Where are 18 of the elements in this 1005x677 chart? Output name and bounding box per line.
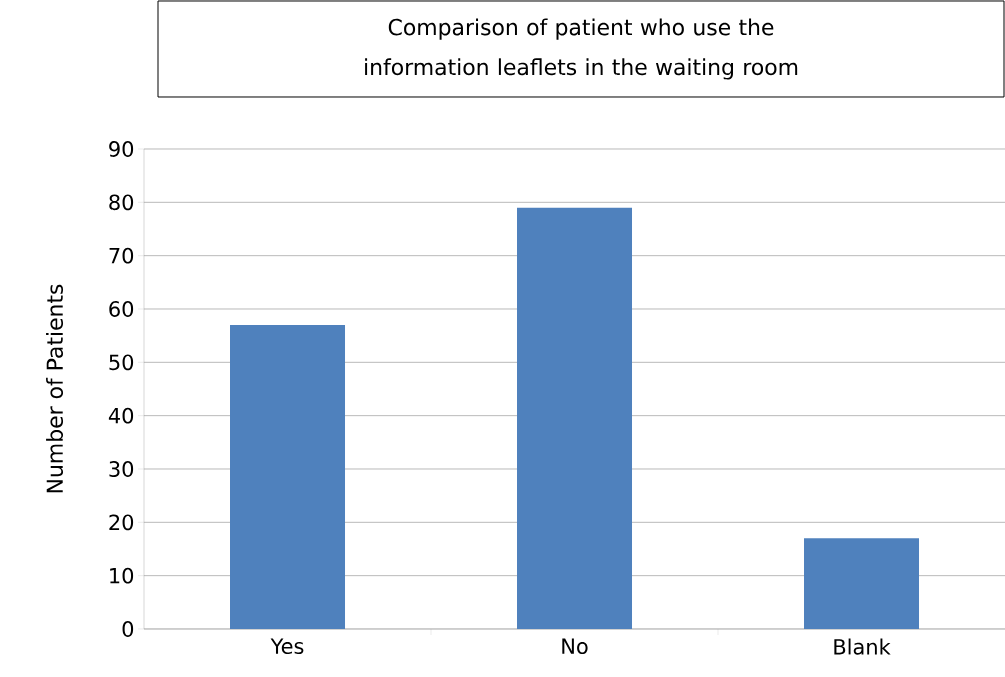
y-tick-label: 20 — [109, 514, 134, 531]
y-axis-title: Number of Patients — [46, 284, 64, 493]
bar — [230, 324, 346, 629]
chart-title: Comparison of patient who use the information leaflets in the waiting room — [365, 18, 798, 80]
y-tick-label: 10 — [110, 567, 134, 584]
x-tick-label: Blank — [834, 638, 891, 655]
y-tick-label: 30 — [109, 461, 134, 477]
bar — [517, 207, 633, 629]
y-tick-label: 50 — [109, 354, 134, 371]
x-tick-label: No — [562, 638, 588, 655]
y-tick-label: 80 — [109, 194, 134, 211]
y-tick-label: 40 — [108, 407, 134, 424]
y-tick-label: 70 — [109, 247, 134, 264]
y-tick-label: 90 — [109, 141, 134, 157]
bar — [804, 538, 920, 629]
y-tick-label: 60 — [109, 301, 134, 317]
x-tick-label: Yes — [270, 638, 304, 655]
y-tick-label: 0 — [122, 621, 134, 637]
